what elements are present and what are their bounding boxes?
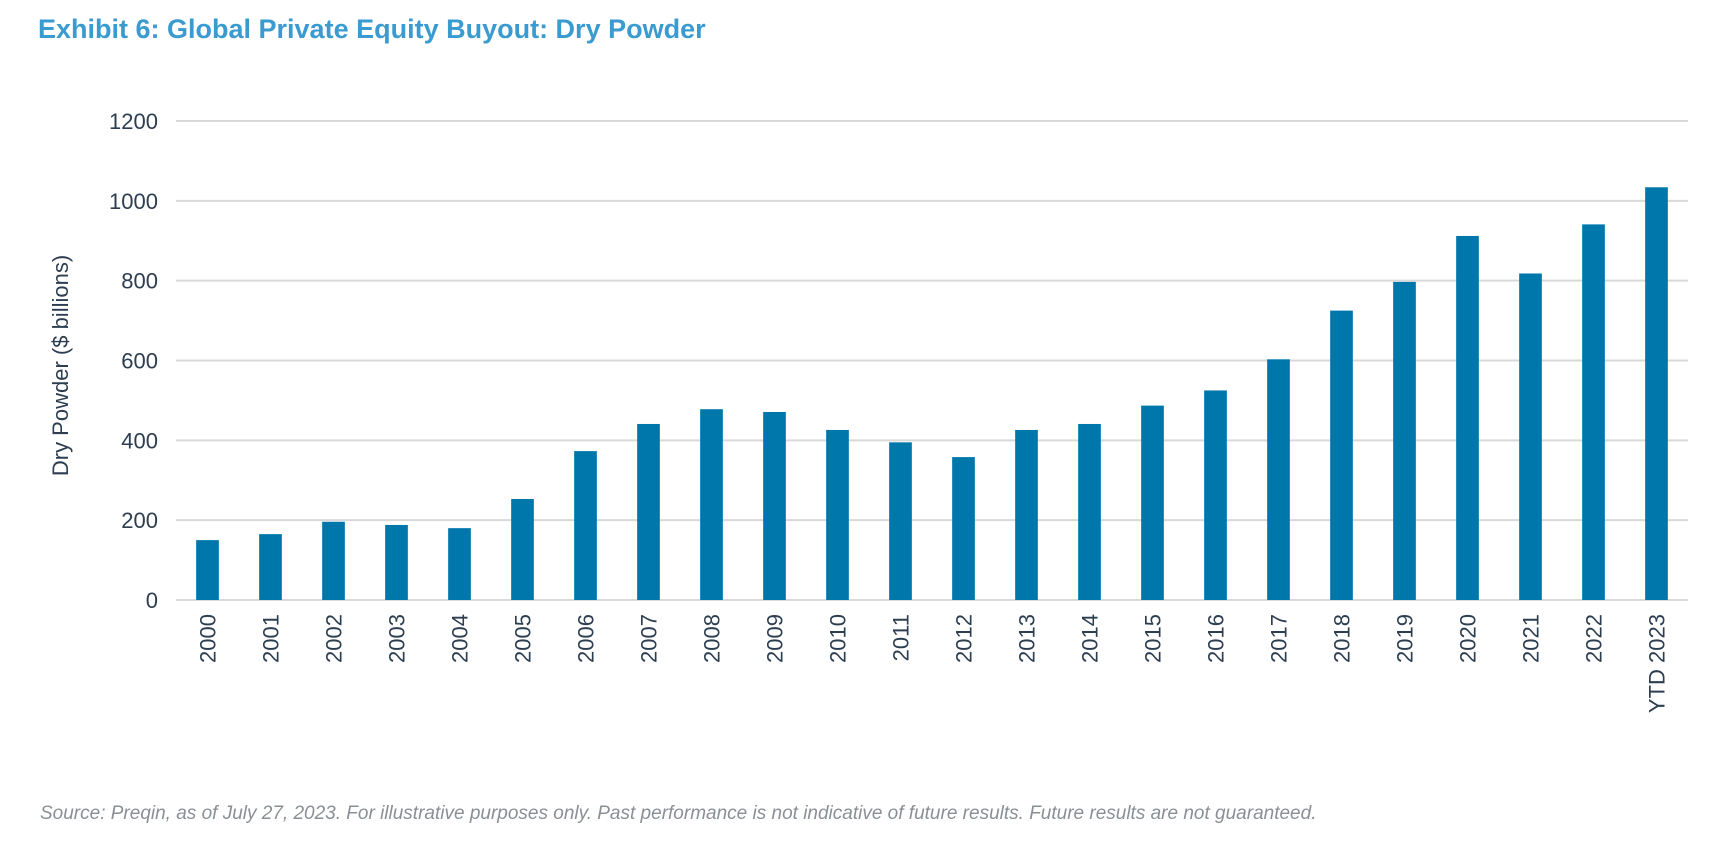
x-tick-label: 2013 <box>1015 614 1040 663</box>
x-tick-label: 2010 <box>826 614 851 663</box>
bar-2008 <box>700 409 723 600</box>
y-tick-label: 800 <box>121 269 158 294</box>
bar-2019 <box>1393 281 1416 600</box>
x-tick-label: 2004 <box>448 614 473 663</box>
chart-title: Exhibit 6: Global Private Equity Buyout:… <box>38 14 706 44</box>
x-tick-label: 2017 <box>1267 614 1292 663</box>
x-tick-label: YTD 2023 <box>1645 614 1670 713</box>
bar-2003 <box>385 524 408 600</box>
bar-2013 <box>1015 429 1038 600</box>
y-tick-label: 200 <box>121 508 158 533</box>
y-tick-label: 600 <box>121 349 158 374</box>
x-tick-label: 2014 <box>1078 614 1103 663</box>
y-tick-label: 400 <box>121 428 158 453</box>
y-tick-label: 1200 <box>109 109 158 134</box>
bar-2001 <box>259 534 282 600</box>
x-tick-label: 2009 <box>763 614 788 663</box>
x-tick-label: 2012 <box>952 614 977 663</box>
bar-2012 <box>952 457 975 600</box>
bar-2004 <box>448 528 471 600</box>
x-tick-label: 2008 <box>700 614 725 663</box>
x-tick-label: 2018 <box>1330 614 1355 663</box>
x-tick-label: 2002 <box>322 614 347 663</box>
x-tick-label: 2007 <box>637 614 662 663</box>
bar-2009 <box>763 411 786 600</box>
bar-2006 <box>574 451 597 600</box>
bar-2015 <box>1141 405 1164 600</box>
x-tick-label: 2016 <box>1204 614 1229 663</box>
bar-2011 <box>889 442 912 600</box>
bar-2022 <box>1582 224 1605 601</box>
bar-2017 <box>1267 359 1290 600</box>
bar-2007 <box>637 423 660 600</box>
x-tick-label: 2019 <box>1393 614 1418 663</box>
x-tick-label: 2021 <box>1519 614 1544 663</box>
x-tick-label: 2022 <box>1582 614 1607 663</box>
x-tick-label: 2003 <box>385 614 410 663</box>
x-tick-label: 2005 <box>511 614 536 663</box>
x-tick-label: 2011 <box>889 614 914 661</box>
bar-2016 <box>1204 390 1227 600</box>
x-tick-label: 2006 <box>574 614 599 663</box>
y-tick-label: 1000 <box>109 189 158 214</box>
bar-2020 <box>1456 235 1479 600</box>
bar-2005 <box>511 499 534 600</box>
y-tick-label: 0 <box>146 588 158 613</box>
source-note: Source: Preqin, as of July 27, 2023. For… <box>40 803 1317 824</box>
bar-2018 <box>1330 310 1353 600</box>
bar-ytd-2023 <box>1645 187 1668 601</box>
bar-2000 <box>196 540 219 600</box>
bar-2002 <box>322 521 345 600</box>
x-tick-label: 2020 <box>1456 614 1481 663</box>
y-axis-label: Dry Powder ($ billions) <box>48 255 73 476</box>
x-tick-label: 2001 <box>259 614 284 663</box>
bar-2021 <box>1519 273 1542 600</box>
x-tick-label: 2015 <box>1141 614 1166 663</box>
bar-2010 <box>826 429 849 600</box>
x-tick-label: 2000 <box>196 614 221 663</box>
bar-2014 <box>1078 423 1101 600</box>
